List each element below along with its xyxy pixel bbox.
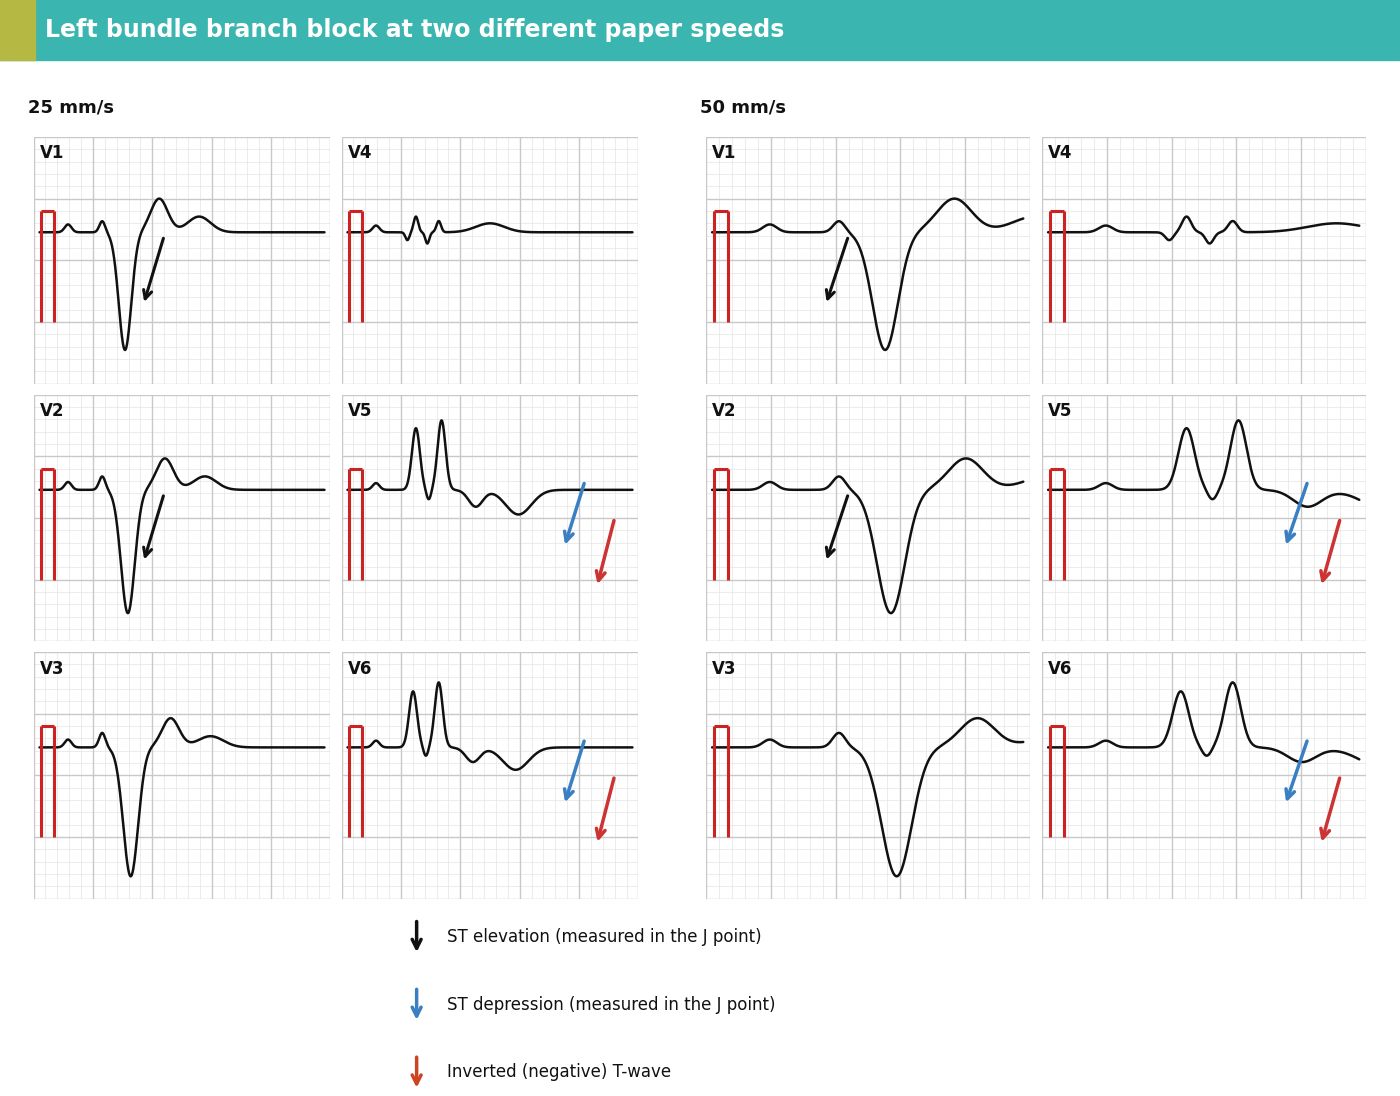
Text: V3: V3 [39,660,64,677]
Text: V5: V5 [1049,402,1072,420]
Text: ST depression (measured in the J point): ST depression (measured in the J point) [448,995,776,1014]
Text: V1: V1 [713,145,736,162]
Text: V3: V3 [713,660,736,677]
Text: V6: V6 [1049,660,1072,677]
Text: 25 mm/s: 25 mm/s [28,99,113,117]
Text: V6: V6 [347,660,372,677]
Text: V2: V2 [713,402,736,420]
Text: Left bundle branch block at two different paper speeds: Left bundle branch block at two differen… [45,19,784,42]
Bar [0,0,35,60]
Text: V4: V4 [1049,145,1072,162]
Text: 50 mm/s: 50 mm/s [700,99,785,117]
Text: V1: V1 [39,145,64,162]
Text: V5: V5 [347,402,372,420]
Text: Inverted (negative) T-wave: Inverted (negative) T-wave [448,1063,672,1082]
Text: V2: V2 [39,402,64,420]
Text: ST elevation (measured in the J point): ST elevation (measured in the J point) [448,928,762,946]
Text: V4: V4 [347,145,372,162]
